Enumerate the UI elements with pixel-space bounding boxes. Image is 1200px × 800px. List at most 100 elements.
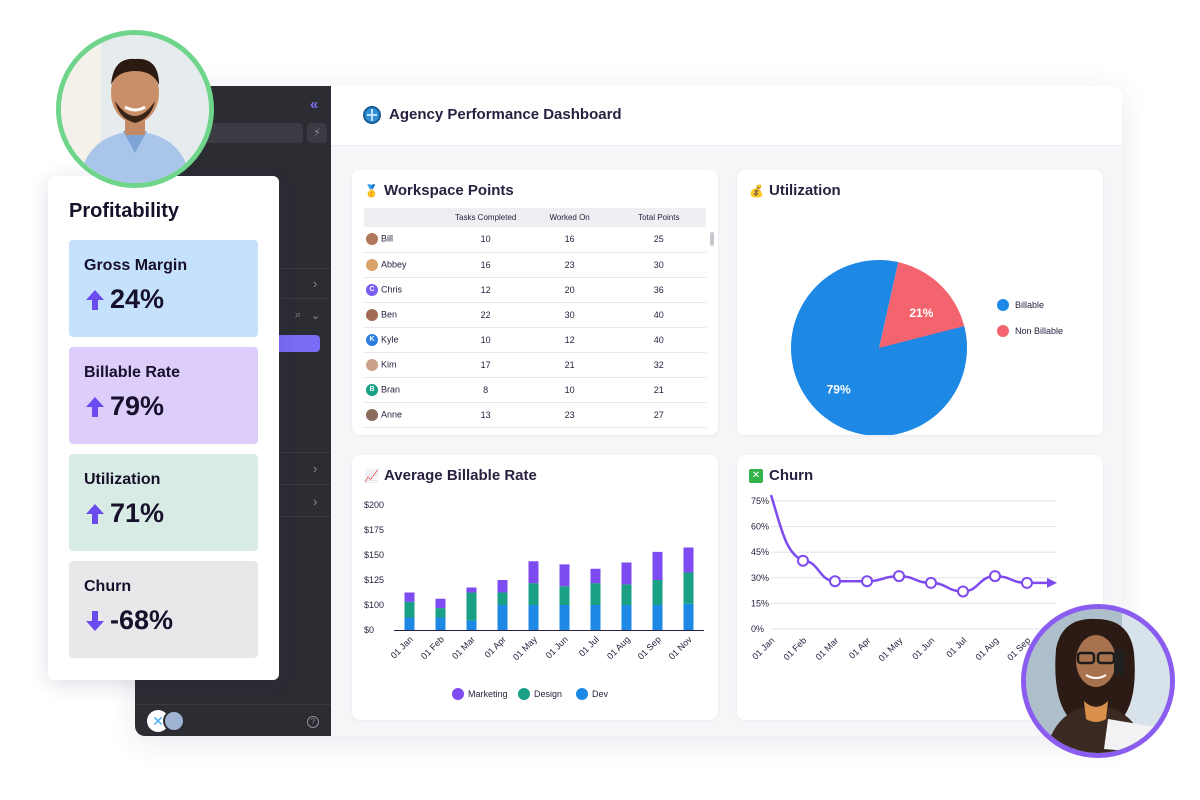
bar-segment-design[interactable] (528, 583, 539, 605)
table-row[interactable]: Anne 13 23 27 (364, 402, 706, 428)
bar-segment-design[interactable] (559, 586, 570, 605)
bar-segment-design[interactable] (683, 572, 694, 604)
table-row[interactable]: C Chris 12 20 36 (364, 277, 706, 303)
data-point[interactable] (861, 575, 873, 588)
woman-avatar (1021, 604, 1175, 758)
bar-segment-dev[interactable] (621, 605, 632, 630)
member-name: Chris (381, 283, 403, 294)
card-title: 🥇 Workspace Points (364, 182, 514, 199)
bar-segment-dev[interactable] (466, 620, 477, 630)
man-avatar (56, 30, 214, 188)
chevron-right-icon[interactable]: › (313, 494, 318, 509)
data-point[interactable] (893, 570, 905, 583)
bar-segment-dev[interactable] (590, 605, 601, 630)
bolt-icon[interactable]: ⚡ (307, 123, 327, 143)
bar-segment-marketing[interactable] (652, 551, 663, 580)
x-tick-label: 01 May (511, 634, 539, 662)
bar-segment-marketing[interactable] (404, 592, 415, 602)
metric-tile: Churn -68% (69, 561, 258, 658)
bar-segment-design[interactable] (497, 592, 508, 606)
data-point[interactable] (989, 570, 1001, 583)
legend-label[interactable]: Dev (592, 689, 609, 699)
bar-segment-dev[interactable] (435, 617, 446, 631)
table-row[interactable]: Kim 17 21 32 (364, 352, 706, 378)
column-header[interactable]: Total Points (611, 208, 706, 227)
table-row[interactable]: K Kyle 10 12 40 (364, 327, 706, 353)
metric-tile: Billable Rate 79% (69, 347, 258, 444)
bar-segment-dev[interactable] (528, 605, 539, 630)
bar-segment-design[interactable] (590, 583, 601, 605)
bar-segment-marketing[interactable] (497, 580, 508, 593)
bar-segment-design[interactable] (652, 580, 663, 605)
bar-segment-marketing[interactable] (683, 547, 694, 573)
data-point[interactable] (829, 575, 841, 588)
bar-segment-marketing[interactable] (435, 598, 446, 609)
member-name: Kyle (381, 333, 399, 344)
column-header[interactable]: Worked On (527, 208, 612, 227)
billable-rate-bar-chart: $0 $100 $125 $150 $175 $200 01 Jan 01 Feb 01 Mar… (364, 500, 704, 700)
arrow-down-icon (86, 610, 104, 631)
pie-slice-non-billable[interactable] (879, 262, 967, 348)
data-point[interactable] (1021, 576, 1033, 589)
bar-segment-marketing[interactable] (466, 587, 477, 593)
legend-item[interactable]: Non Billable (997, 325, 1063, 337)
billable-rate-card: 📈 Average Billable Rate $0 $100 $125 $150 $1… (352, 455, 718, 720)
legend-label[interactable]: Design (534, 689, 562, 699)
scrollbar[interactable] (710, 232, 714, 246)
data-point[interactable] (957, 585, 969, 598)
bar-segment-dev[interactable] (683, 603, 694, 630)
bar-segment-design[interactable] (621, 584, 632, 605)
table-row[interactable]: Ben 22 30 40 (364, 302, 706, 328)
legend-label[interactable]: Marketing (468, 689, 508, 699)
y-tick-label: $150 (364, 550, 384, 560)
pie-data-label: 79% (827, 383, 851, 397)
chevron-down-icon[interactable]: ⌄ (311, 310, 321, 322)
bar-segment-dev[interactable] (559, 605, 570, 630)
avatar: B (366, 383, 378, 396)
member-name: Ben (381, 308, 398, 319)
chart-increasing-icon: 📈 (364, 468, 379, 483)
table-row[interactable]: Abbey 16 23 30 (364, 252, 706, 278)
search-icon[interactable]: ⌕ (295, 309, 302, 321)
bar-segment-marketing[interactable] (559, 564, 570, 587)
legend-swatch (452, 688, 464, 700)
points-cell: 40 (611, 302, 706, 328)
legend-swatch (518, 688, 530, 700)
data-point[interactable] (925, 576, 937, 589)
avatar (366, 408, 378, 421)
legend-item[interactable]: Billable (997, 299, 1044, 311)
column-header[interactable]: Tasks Completed (443, 208, 528, 227)
x-tick-label: 01 Feb (419, 634, 446, 661)
x-tick-label: 01 Jan (750, 635, 776, 661)
y-tick-label: 0% (751, 624, 764, 634)
column-header[interactable] (364, 208, 444, 227)
bar-segment-design[interactable] (435, 608, 446, 618)
workspace-avatars[interactable]: ✕ (147, 710, 189, 732)
chevron-right-icon[interactable]: › (313, 276, 318, 291)
bar-segment-marketing[interactable] (590, 568, 601, 584)
table-row[interactable]: Bill 10 16 25 (364, 227, 706, 253)
bar-segment-marketing[interactable] (621, 562, 632, 585)
bar-segment-dev[interactable] (404, 617, 415, 631)
help-icon[interactable]: ? (307, 716, 319, 728)
member-cell: K Kyle (364, 327, 444, 353)
bar-segment-marketing[interactable] (528, 561, 539, 584)
x-tick-label: 01 Jan (389, 634, 415, 660)
bar-segment-design[interactable] (404, 601, 415, 618)
bar-segment-dev[interactable] (497, 605, 508, 630)
bar-segment-dev[interactable] (652, 605, 663, 630)
metric-label: Billable Rate (84, 364, 181, 381)
churn-line[interactable] (769, 494, 1051, 593)
worked-cell: 23 (527, 402, 612, 428)
metric-value-row: 79% (84, 391, 164, 422)
card-title: 💰 Utilization (749, 182, 841, 199)
member-cell: Ben (364, 302, 444, 328)
table-row[interactable]: B Bran 8 10 21 (364, 377, 706, 403)
collapse-sidebar-icon[interactable]: « (310, 96, 319, 113)
sidebar-search-input[interactable] (195, 123, 303, 143)
data-point[interactable] (797, 554, 809, 567)
y-tick-label: 75% (751, 496, 769, 506)
pie-slice-billable[interactable] (791, 260, 967, 435)
bar-segment-design[interactable] (466, 592, 477, 621)
chevron-right-icon[interactable]: › (313, 461, 318, 476)
